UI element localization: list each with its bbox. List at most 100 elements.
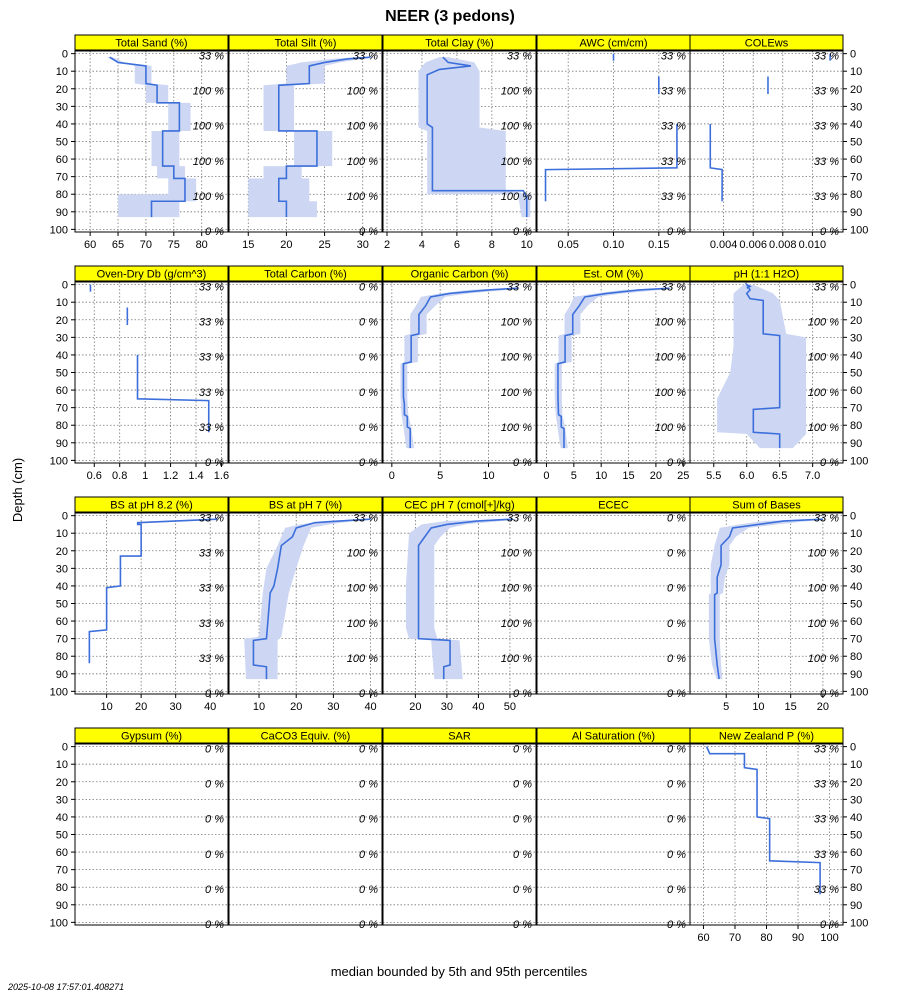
data-percent-label: 100 %	[193, 156, 224, 168]
data-percent-label: 0 %	[513, 779, 532, 791]
y-tick-label: 30	[56, 332, 68, 344]
timestamp-text: 2025-10-08 17:57:01.408271	[7, 982, 124, 992]
panel-2: Total Silt (%)33 %100 %100 %100 %100 %0 …	[228, 34, 383, 251]
data-percent-label: 0 %	[359, 387, 378, 399]
x-tick-label: 10	[100, 701, 112, 713]
x-tick-label: 65	[112, 239, 124, 251]
panel-12: BS at pH 7 (%)33 %100 %100 %100 %100 %0 …	[228, 496, 383, 713]
panel-strip	[228, 34, 383, 51]
panel-13: CEC pH 7 (cmol[+]/kg)33 % 100 % 100 % 100 %…	[382, 496, 537, 713]
y-tick-label: 40	[56, 119, 68, 131]
data-percent-label: 100 %	[501, 121, 532, 133]
data-percent-label: 100 %	[501, 548, 532, 560]
x-tick-label: 0.006	[739, 239, 767, 251]
panel-strip-label: Total Sand (%)	[115, 38, 187, 50]
y-tick-label: 40	[850, 119, 862, 131]
panel-8: Organic Carbon (%)33 %100 %100 %100 %100…	[382, 265, 537, 482]
panel-strip	[74, 265, 229, 282]
data-percent-label: 33 %	[814, 884, 839, 896]
panel-strip	[689, 265, 844, 282]
x-tick-label: 20	[135, 701, 147, 713]
y-tick-label: 50	[850, 137, 862, 149]
panel-strip-label: Est. OM (%)	[584, 269, 644, 281]
y-tick-label: 60	[56, 616, 68, 628]
panel-strip	[382, 727, 537, 744]
x-tick-label: 40	[472, 701, 484, 713]
panel-strip	[382, 34, 537, 51]
y-tick-label: 50	[56, 830, 68, 842]
x-tick-label: 100	[820, 932, 838, 944]
median-line	[417, 518, 514, 680]
y-tick-label: 60	[850, 847, 862, 859]
panel-strip-label: CaCO3 Equiv. (%)	[261, 731, 351, 743]
y-tick-label: 60	[850, 154, 862, 166]
data-percent-label: 33 %	[199, 387, 224, 399]
percentile-band	[418, 57, 531, 218]
panel-10: pH (1:1 H2O)33 %100 %100 %100 %100 %0 %5…	[689, 265, 868, 482]
panel-strip	[382, 496, 537, 513]
x-tick-label: 0	[543, 470, 549, 482]
data-percent-label: 33 %	[814, 779, 839, 791]
panel-frame	[382, 512, 537, 695]
panel-strip-label: Gypsum (%)	[121, 731, 182, 743]
data-percent-label: 100 %	[501, 387, 532, 399]
data-percent-label: 33 %	[199, 422, 224, 434]
data-percent-label: 100 %	[347, 86, 378, 98]
y-tick-label: 80	[56, 189, 68, 201]
median-line	[426, 56, 528, 218]
data-percent-label: 100 %	[347, 618, 378, 630]
data-percent-label: 0 %	[667, 814, 686, 826]
data-percent-label: 0 %	[667, 618, 686, 630]
y-tick-label: 80	[850, 651, 862, 663]
panel-strip-label: New Zealand P (%)	[719, 731, 814, 743]
panel-strip	[228, 265, 383, 282]
y-tick-label: 90	[56, 900, 68, 912]
x-tick-label: 30	[327, 701, 339, 713]
data-percent-label: 100 %	[501, 583, 532, 595]
data-percent-label: 100 %	[501, 156, 532, 168]
percentile-band	[244, 519, 375, 680]
y-tick-label: 50	[56, 137, 68, 149]
percentile-band	[248, 57, 378, 218]
data-percent-label: 0 %	[667, 849, 686, 861]
y-tick-label: 90	[850, 438, 862, 450]
data-percent-label: 100 %	[808, 548, 839, 560]
data-percent-label: 0 %	[667, 548, 686, 560]
x-tick-label: 70	[729, 932, 741, 944]
x-tick-label: 0.004	[710, 239, 738, 251]
y-tick-label: 90	[56, 669, 68, 681]
data-percent-label: 33 %	[199, 548, 224, 560]
x-tick-label: 0.15	[648, 239, 669, 251]
panel-frame	[228, 743, 383, 926]
y-tick-label: 40	[850, 581, 862, 593]
data-percent-label: 0 %	[359, 422, 378, 434]
data-percent-label: 0 %	[359, 743, 378, 755]
data-percent-label: 33 %	[661, 121, 686, 133]
x-tick-label: 60	[84, 239, 96, 251]
x-tick-label: 25	[677, 470, 689, 482]
data-percent-label: 33 %	[814, 743, 839, 755]
data-percent-label: 0 %	[513, 743, 532, 755]
data-percent-label: 0 %	[359, 814, 378, 826]
data-percent-label: 100 %	[808, 653, 839, 665]
median-segment	[88, 518, 218, 664]
x-tick-label: 0.05	[557, 239, 578, 251]
y-tick-label: 10	[850, 66, 862, 78]
x-tick-label: 20	[650, 470, 662, 482]
y-tick-label: 10	[56, 66, 68, 78]
data-percent-label: 33 %	[507, 512, 532, 524]
panel-6: Oven-Dry Db (g/cm^3)33 %33 %33 %33 %33 %…	[50, 265, 229, 482]
data-percent-label: 100 %	[347, 583, 378, 595]
percentile-band	[708, 519, 830, 680]
y-tick-label: 90	[56, 438, 68, 450]
panel-9: Est. OM (%)33 %100 %100 %100 %100 %0 %0 5…	[536, 265, 691, 482]
y-tick-label: 70	[850, 634, 862, 646]
data-percent-label: 33 %	[507, 281, 532, 293]
x-tick-label: 5	[571, 470, 577, 482]
x-tick-label: 1.2	[163, 470, 178, 482]
y-tick-label: 80	[850, 420, 862, 432]
percentile-band	[717, 284, 807, 449]
data-percent-label: 33 %	[814, 86, 839, 98]
percentile-band	[106, 57, 197, 218]
data-percent-label: 0 %	[513, 884, 532, 896]
